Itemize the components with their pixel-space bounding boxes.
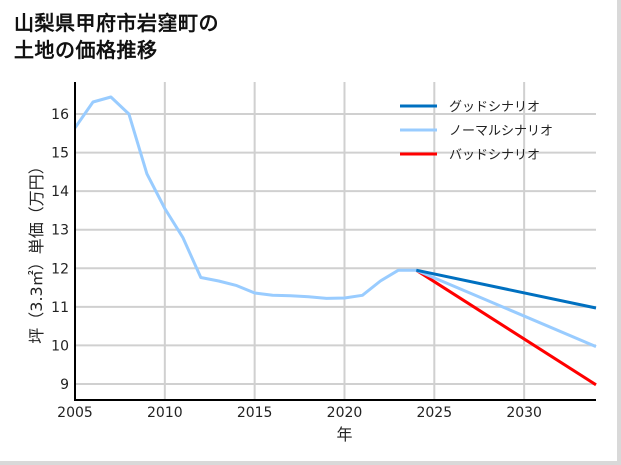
y-tick-label: 12: [51, 261, 69, 277]
y-tick-label: 15: [51, 146, 69, 162]
y-tick-label: 10: [51, 338, 69, 354]
title-line-2: 土地の価格推移: [14, 38, 158, 62]
gridlines: [75, 82, 596, 400]
legend-label: グッドシナリオ: [449, 100, 540, 115]
y-tick-label: 16: [51, 107, 69, 123]
x-tick-label: 2010: [147, 405, 183, 421]
x-tick-label: 2015: [237, 405, 273, 421]
x-tick-label: 2025: [416, 405, 452, 421]
x-axis-label: 年: [336, 425, 352, 444]
x-tick-label: 2020: [327, 405, 363, 421]
series-line: [415, 268, 597, 387]
x-tick-label: 2030: [506, 405, 542, 421]
title-line-1: 山梨県甲府市岩窪町の: [14, 11, 219, 35]
y-tick-label: 9: [60, 377, 69, 393]
legend-label: バッドシナリオ: [449, 148, 540, 163]
legend-label: ノーマルシナリオ: [449, 124, 553, 139]
x-tick-label: 2005: [57, 405, 93, 421]
y-tick-label: 13: [51, 223, 69, 239]
series-line: [73, 95, 597, 348]
chart-title: 山梨県甲府市岩窪町の 土地の価格推移: [14, 10, 219, 64]
y-tick-label: 14: [51, 184, 69, 200]
series-line: [415, 268, 597, 310]
y-axis-label: 坪（3.3㎡）単価（万円）: [27, 158, 46, 343]
y-tick-label: 11: [51, 300, 69, 316]
